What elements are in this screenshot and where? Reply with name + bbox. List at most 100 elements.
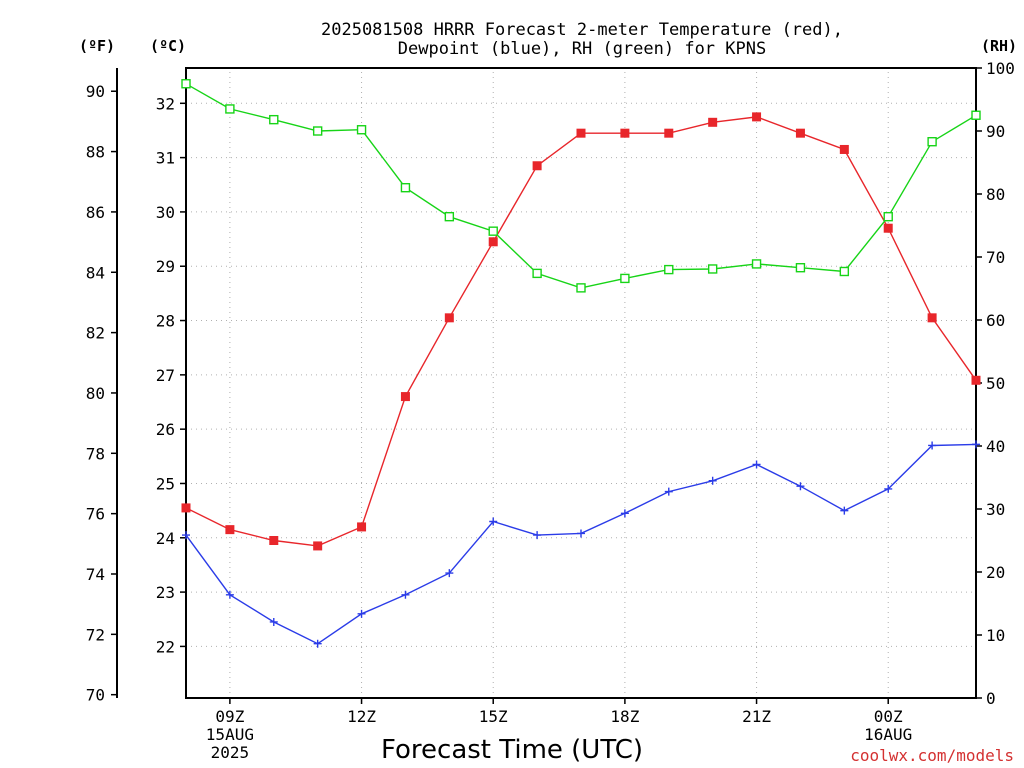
dewpoint-point xyxy=(664,487,673,496)
dewpoint-point xyxy=(840,506,849,515)
rh-tick-label: 80 xyxy=(986,185,1005,204)
rh-tick-label: 10 xyxy=(986,626,1005,645)
rh-point xyxy=(488,226,498,236)
fahrenheit-tick-label: 72 xyxy=(86,625,105,644)
grid xyxy=(186,68,976,698)
dewpoint-point xyxy=(401,590,410,599)
dewpoint-point xyxy=(225,590,234,599)
fahrenheit-tick-label: 84 xyxy=(86,263,105,282)
rh-point xyxy=(532,268,542,279)
temperature-point xyxy=(883,223,893,233)
series xyxy=(181,79,981,648)
temperature-point xyxy=(752,112,762,122)
dewpoint-point xyxy=(313,639,322,648)
dewpoint-point xyxy=(357,609,366,618)
rh-tick-label: 50 xyxy=(986,374,1005,393)
rh-tick-label: 20 xyxy=(986,563,1005,582)
rh-line xyxy=(185,83,977,289)
x-axis-title: Forecast Time (UTC) xyxy=(381,735,643,765)
dewpoint-point xyxy=(708,476,717,485)
x-tick-label: 15Z xyxy=(479,707,508,726)
x-tick-label: 12Z xyxy=(347,707,376,726)
rh-tick-label: 30 xyxy=(986,500,1005,519)
fahrenheit-tick-label: 80 xyxy=(86,384,105,403)
axes: 70 72 74 76 78 80 82 84 86 88 90 22 23 24 25 26 27 28 29 30… xyxy=(86,59,1015,762)
celsius-tick-label: 29 xyxy=(156,257,175,276)
celsius-unit-label: (ºC) xyxy=(150,37,186,55)
temperature-point xyxy=(795,128,805,138)
rh-point xyxy=(883,211,893,222)
rh-point xyxy=(576,283,586,293)
dewpoint-point xyxy=(445,569,454,578)
temperature-line xyxy=(185,116,977,547)
temperature-point xyxy=(620,128,630,138)
fahrenheit-tick-label: 82 xyxy=(86,324,105,343)
rh-point xyxy=(751,259,762,269)
fahrenheit-tick-label: 90 xyxy=(86,82,105,101)
temperature-point xyxy=(839,144,849,154)
chart-title-line2: Dewpoint (blue), RH (green) for KPNS xyxy=(398,39,766,59)
rh-point xyxy=(444,211,455,222)
x-tick-label: 16AUG xyxy=(864,725,912,744)
dewpoint-point xyxy=(182,531,190,540)
rh-unit-label: (RH) xyxy=(981,37,1017,55)
rh-point xyxy=(664,264,674,275)
celsius-tick-label: 22 xyxy=(156,637,175,656)
celsius-tick-label: 23 xyxy=(156,583,175,602)
x-tick-label: 18Z xyxy=(610,707,639,726)
dewpoint-point xyxy=(620,509,629,518)
x-tick-label: 2025 xyxy=(211,743,250,762)
rh-point xyxy=(181,79,191,89)
temperature-point xyxy=(664,128,674,138)
dewpoint-point xyxy=(972,440,980,449)
temperature-point xyxy=(488,237,498,247)
celsius-tick-label: 24 xyxy=(156,529,175,548)
temperature-point xyxy=(357,522,367,532)
temperature-point xyxy=(927,313,937,323)
rh-point xyxy=(400,182,411,193)
rh-tick-label: 100 xyxy=(986,59,1015,78)
celsius-tick-label: 31 xyxy=(156,149,175,168)
rh-tick-label: 70 xyxy=(986,248,1005,267)
rh-point xyxy=(225,104,235,114)
x-tick-label: 09Z xyxy=(215,707,244,726)
dewpoint-point xyxy=(796,482,805,491)
fahrenheit-unit-label: (ºF) xyxy=(79,37,115,55)
temperature-point xyxy=(181,503,191,513)
rh-point xyxy=(356,125,367,135)
dewpoint-point xyxy=(533,531,542,540)
chart-title-line1: 2025081508 HRRR Forecast 2-meter Tempera… xyxy=(321,20,843,40)
rh-point xyxy=(795,263,806,273)
fahrenheit-tick-label: 88 xyxy=(86,143,105,162)
temperature-point xyxy=(225,525,235,535)
temperature-point xyxy=(444,313,454,323)
dewpoint-point xyxy=(752,460,761,469)
dewpoint-point xyxy=(577,529,585,538)
fahrenheit-tick-label: 86 xyxy=(86,203,105,222)
rh-point xyxy=(971,110,981,120)
celsius-tick-label: 28 xyxy=(156,312,175,331)
temperature-point xyxy=(532,161,542,171)
temperature-point xyxy=(708,117,718,127)
rh-point xyxy=(707,264,718,274)
fahrenheit-tick-label: 78 xyxy=(86,444,105,463)
celsius-tick-label: 27 xyxy=(156,366,175,385)
fahrenheit-tick-label: 70 xyxy=(86,686,105,705)
dewpoint-point xyxy=(884,484,893,493)
celsius-tick-label: 30 xyxy=(156,203,175,222)
celsius-tick-label: 26 xyxy=(156,420,175,439)
temperature-point xyxy=(971,375,981,385)
fahrenheit-tick-label: 76 xyxy=(86,505,105,524)
rh-point xyxy=(927,137,937,147)
temperature-point xyxy=(269,536,279,545)
rh-tick-label: 90 xyxy=(986,122,1005,141)
dewpoint-point xyxy=(928,441,937,450)
rh-point xyxy=(312,126,323,136)
temperature-point xyxy=(576,128,586,138)
dewpoint-point xyxy=(489,517,498,526)
x-tick-label: 15AUG xyxy=(206,725,254,744)
celsius-tick-label: 32 xyxy=(156,94,175,113)
temperature-point xyxy=(313,541,323,551)
rh-point xyxy=(269,114,279,125)
